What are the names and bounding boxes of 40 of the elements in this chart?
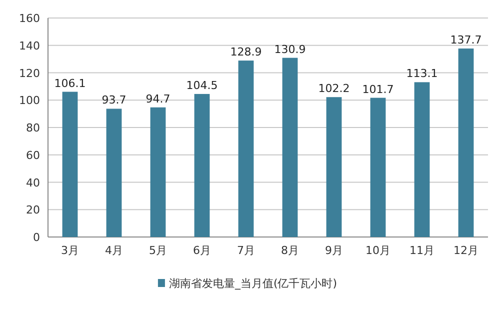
- data-label: 102.2: [318, 82, 350, 96]
- x-tick-label: 7月: [237, 244, 255, 257]
- bar: [326, 97, 342, 237]
- x-tick-label: 3月: [61, 244, 79, 257]
- legend-label: 湖南省发电量_当月值(亿千瓦小时): [168, 277, 338, 290]
- x-tick-label: 12月: [454, 244, 478, 257]
- bar: [106, 108, 122, 237]
- bar: [458, 48, 474, 237]
- y-tick-label: 100: [19, 94, 40, 108]
- x-tick-label: 10月: [366, 244, 390, 257]
- bar: [238, 60, 254, 237]
- x-tick-label: 11月: [410, 244, 434, 257]
- x-tick-label: 9月: [325, 244, 343, 257]
- y-tick-label: 80: [26, 122, 40, 134]
- data-label: 93.7: [102, 94, 126, 107]
- y-tick-label: 0: [33, 231, 40, 244]
- y-tick-label: 20: [26, 204, 40, 217]
- data-label: 113.1: [406, 67, 438, 80]
- data-label: 137.7: [450, 34, 482, 47]
- y-tick-label: 120: [19, 66, 40, 80]
- bar: [282, 58, 298, 237]
- x-tick-label: 4月: [105, 244, 123, 257]
- y-tick-label: 160: [19, 12, 40, 25]
- bar: [414, 82, 430, 237]
- data-label: 94.7: [146, 92, 170, 106]
- bar: [194, 94, 210, 237]
- data-label: 104.5: [186, 78, 218, 92]
- bar: [62, 92, 78, 237]
- data-label: 128.9: [230, 46, 262, 59]
- y-tick-label: 60: [26, 148, 40, 162]
- data-label: 106.1: [54, 76, 86, 90]
- bar: [370, 98, 386, 237]
- bar: [150, 107, 166, 237]
- x-tick-label: 8月: [281, 244, 299, 257]
- x-tick-label: 5月: [149, 244, 167, 257]
- data-label: 101.7: [362, 82, 394, 96]
- y-tick-label: 140: [19, 39, 40, 52]
- x-tick-label: 6月: [193, 244, 211, 257]
- y-tick-label: 40: [26, 176, 40, 190]
- data-label: 130.9: [274, 42, 306, 56]
